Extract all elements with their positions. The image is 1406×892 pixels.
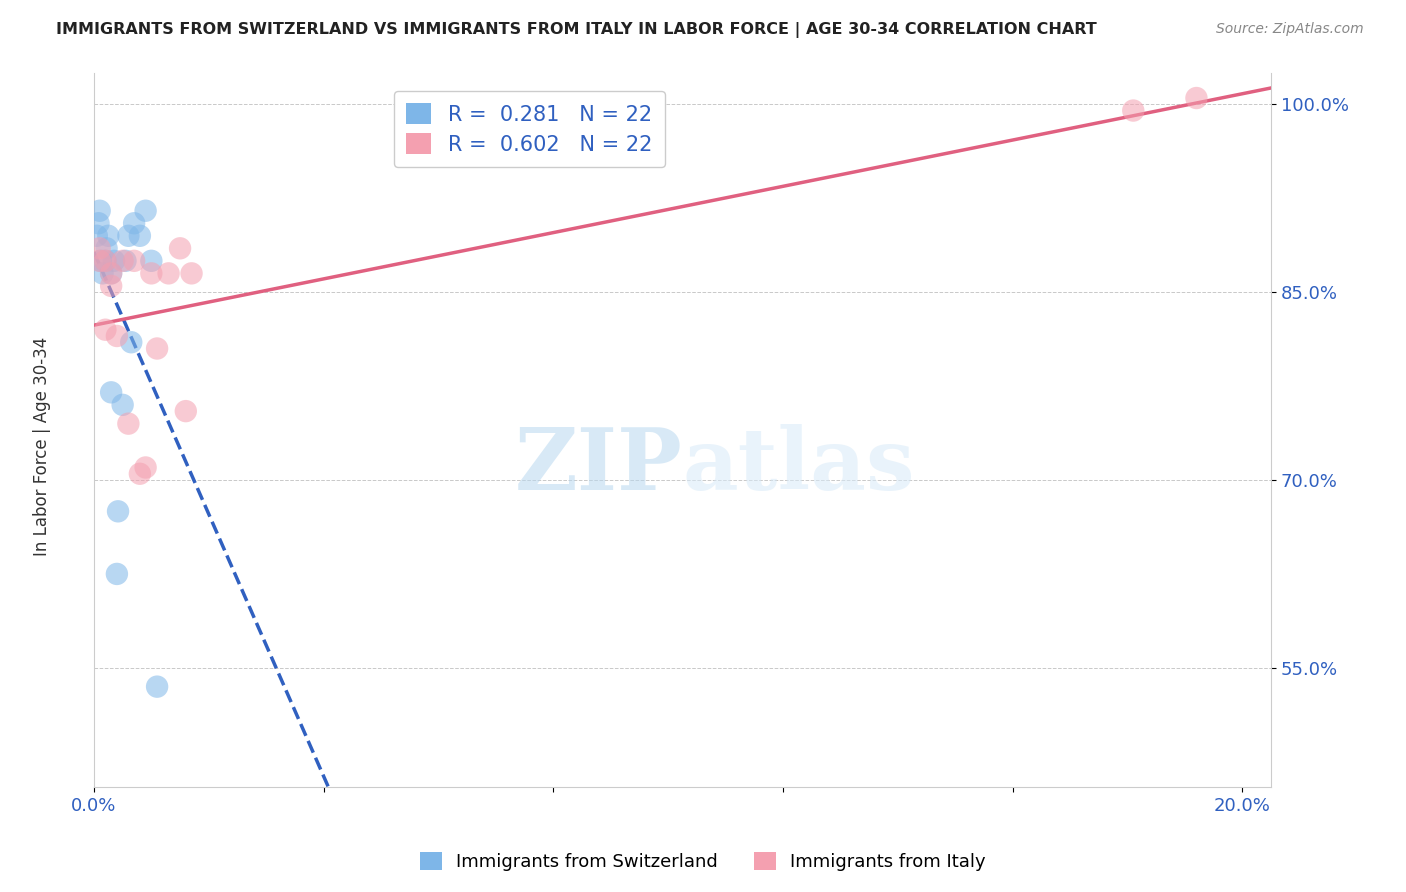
Point xyxy=(111,398,134,412)
Point xyxy=(114,253,136,268)
Point xyxy=(94,253,117,268)
Legend: R =  0.281   N = 22, R =  0.602   N = 22: R = 0.281 N = 22, R = 0.602 N = 22 xyxy=(394,90,665,168)
Point xyxy=(141,253,163,268)
Point xyxy=(105,566,128,581)
Point xyxy=(94,253,117,268)
Legend: Immigrants from Switzerland, Immigrants from Italy: Immigrants from Switzerland, Immigrants … xyxy=(413,845,993,879)
Point xyxy=(87,216,110,230)
Point xyxy=(107,504,129,518)
Point xyxy=(117,417,139,431)
Point xyxy=(135,203,157,218)
Point xyxy=(89,203,111,218)
Point xyxy=(94,323,117,337)
Point xyxy=(169,241,191,255)
Point xyxy=(157,266,180,280)
Point xyxy=(122,216,145,230)
Point xyxy=(128,467,150,481)
Text: ZIP: ZIP xyxy=(515,424,682,508)
Point xyxy=(180,266,202,280)
Text: IMMIGRANTS FROM SWITZERLAND VS IMMIGRANTS FROM ITALY IN LABOR FORCE | AGE 30-34 : IMMIGRANTS FROM SWITZERLAND VS IMMIGRANT… xyxy=(56,22,1097,38)
Point xyxy=(128,228,150,243)
Point xyxy=(96,241,118,255)
Point xyxy=(91,266,114,280)
Point xyxy=(90,253,112,268)
Text: In Labor Force | Age 30-34: In Labor Force | Age 30-34 xyxy=(34,336,51,556)
Point xyxy=(86,228,108,243)
Point xyxy=(97,228,120,243)
Point xyxy=(135,460,157,475)
Point xyxy=(89,253,111,268)
Text: atlas: atlas xyxy=(682,424,915,508)
Point xyxy=(111,253,134,268)
Point xyxy=(100,266,122,280)
Text: Source: ZipAtlas.com: Source: ZipAtlas.com xyxy=(1216,22,1364,37)
Point xyxy=(120,335,142,350)
Point xyxy=(174,404,197,418)
Point xyxy=(89,241,111,255)
Point xyxy=(146,342,169,356)
Point xyxy=(103,253,125,268)
Point xyxy=(141,266,163,280)
Point xyxy=(100,278,122,293)
Point xyxy=(122,253,145,268)
Point xyxy=(105,329,128,343)
Point xyxy=(117,228,139,243)
Point xyxy=(1185,91,1208,105)
Point xyxy=(100,385,122,400)
Point xyxy=(146,680,169,694)
Point xyxy=(1122,103,1144,118)
Point xyxy=(100,266,122,280)
